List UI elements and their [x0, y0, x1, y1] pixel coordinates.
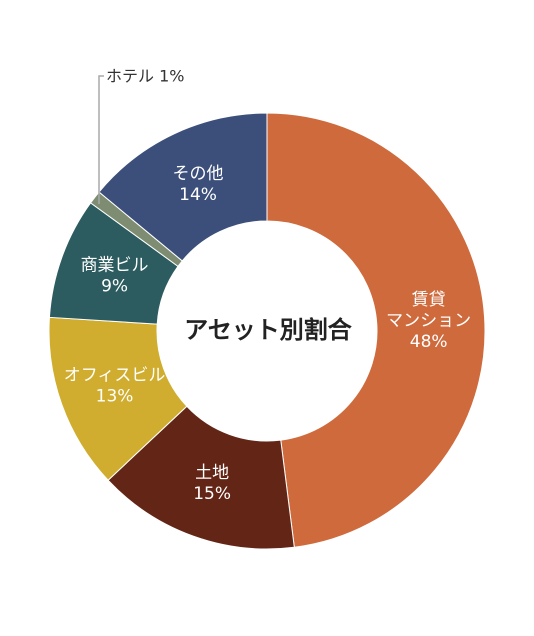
slice-value: 14% [179, 185, 217, 205]
slice-label-1: 賃貸マンション 48% [386, 290, 471, 352]
slice-value: 9% [101, 277, 128, 297]
slice-name: 土地 [195, 463, 229, 483]
slice-label-3: オフィスビル 13% [64, 365, 166, 406]
slice-name: 商業ビル [81, 256, 149, 276]
slice-value: 13% [96, 386, 134, 406]
callout-leader-line [98, 75, 104, 204]
chart-title: アセット別割合 [184, 316, 353, 344]
donut-slices [48, 112, 486, 550]
slice-name: 賃貸 [412, 290, 446, 310]
slice-value: 48% [410, 332, 448, 352]
slice-6 [98, 112, 268, 262]
slice-name: マンション [386, 311, 471, 331]
slice-labels: 賃貸マンション 48% 土地 15% オフィスビル 13% 商業ビル 9% その他 14% [64, 164, 471, 504]
slice-name: その他 [173, 164, 224, 184]
hotel-callout: ホテル 1% [98, 67, 184, 204]
slice-label-6: その他 14% [173, 164, 224, 205]
slice-value: 15% [193, 484, 231, 504]
slice-2 [107, 405, 295, 550]
callout-label: ホテル 1% [106, 67, 184, 86]
slice-1 [266, 112, 486, 548]
slice-label-4: 商業ビル 9% [81, 256, 149, 297]
slice-name: オフィスビル [64, 365, 166, 385]
slice-label-2: 土地 15% [193, 463, 231, 504]
